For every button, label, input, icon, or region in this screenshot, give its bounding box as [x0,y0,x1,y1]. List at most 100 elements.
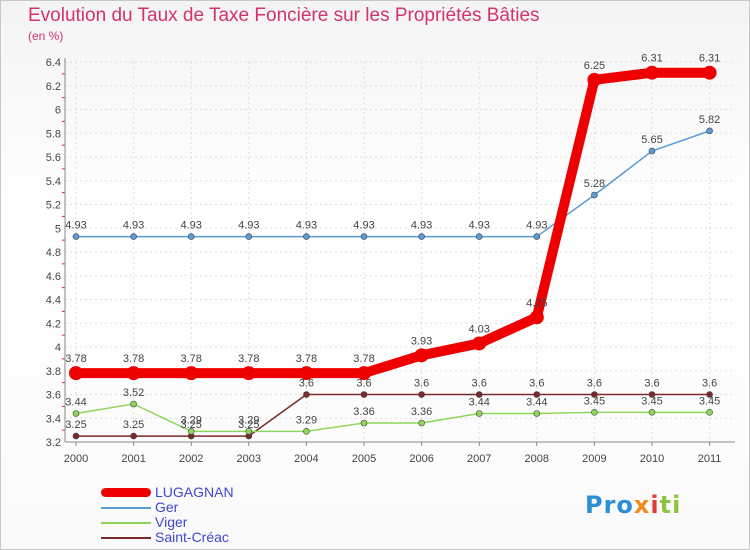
data-point-saint-creac [130,432,137,440]
series-line-ger [75,130,711,238]
data-point-lugagnan [645,65,659,80]
data-label-viger: 3.29 [296,414,317,426]
data-label-viger: 3.36 [411,406,432,418]
data-point-ger [418,233,425,240]
data-label-lugagnan: 3.93 [411,335,432,347]
x-tick-label-2007: 2007 [467,453,491,465]
legend-label-ger: Ger [155,499,179,515]
data-point-saint-creac [72,432,80,440]
x-tick-label-2000: 2000 [64,453,88,465]
data-label-saint-creac: 3.6 [587,378,602,390]
data-label-lugagnan: 6.31 [641,53,662,65]
data-label-ger: 4.93 [238,220,259,232]
x-tick-label-2002: 2002 [179,453,203,465]
data-point-ger [475,233,483,240]
y-tick-label: 4.8 [46,247,61,259]
y-tick-label: 4.2 [46,318,61,330]
data-label-lugagnan: 4.25 [526,297,547,309]
data-label-lugagnan: 3.78 [65,353,86,365]
data-label-saint-creac: 3.25 [123,419,144,431]
data-point-viger [245,428,253,435]
data-point-lugagnan [184,366,199,381]
legend-label-lugagnan: LUGAGNAN [155,484,234,500]
data-label-lugagnan: 3.78 [238,353,259,365]
y-tick-label: 6.2 [46,81,61,93]
y-tick-label: 4.4 [46,295,61,307]
y-tick-label: 3.2 [46,437,61,449]
data-point-viger [130,400,137,408]
y-tick-label: 4.6 [46,271,61,283]
data-label-viger: 3.29 [180,414,201,426]
data-label-saint-creac: 3.6 [299,378,314,390]
data-label-ger: 4.93 [353,220,374,232]
legend-swatch-ger [101,507,151,509]
data-label-saint-creac: 3.6 [414,378,429,390]
data-point-saint-creac [418,391,425,398]
data-point-viger [303,428,310,435]
data-point-ger [130,233,137,240]
data-point-saint-creac [360,391,368,398]
data-label-viger: 3.45 [641,395,662,407]
data-point-viger [706,409,713,416]
data-label-ger: 5.28 [584,178,605,190]
data-label-ger: 4.93 [526,220,547,232]
data-label-saint-creac: 3.6 [702,378,717,390]
data-label-viger: 3.44 [526,397,547,409]
data-label-lugagnan: 4.03 [468,323,489,335]
legend-label-saint-creac: Saint-Créac [155,529,229,545]
data-point-ger [533,233,541,240]
data-point-saint-creac [591,391,598,398]
legend-swatch-saint-creac [101,537,151,539]
y-tick-label: 6.4 [46,57,61,69]
x-tick-label-2003: 2003 [237,453,261,465]
data-label-lugagnan: 3.78 [180,353,201,365]
y-axis-unit-label: (en %) [28,29,64,43]
y-tick-label: 5.4 [46,176,61,188]
data-point-lugagnan [529,310,544,325]
data-label-saint-creac: 3.25 [65,419,86,431]
data-point-ger [591,191,598,199]
data-label-viger: 3.44 [65,397,86,409]
data-point-ger [72,233,80,240]
data-point-saint-creac [648,391,656,398]
data-point-saint-creac [303,391,310,398]
y-tick-label: 4 [55,342,61,354]
y-tick-label: 3.4 [46,413,61,425]
y-tick-label: 3.6 [46,390,61,402]
data-point-ger [648,147,656,155]
y-tick-label: 3.8 [46,366,61,378]
x-tick-label-2010: 2010 [640,453,664,465]
proxiti-logo[interactable]: Proxiti [585,491,682,519]
data-point-ger [360,233,368,240]
data-label-viger: 3.44 [468,397,489,409]
x-tick-label-2009: 2009 [582,453,606,465]
data-label-ger: 4.93 [296,220,317,232]
data-point-lugagnan [126,366,141,381]
data-label-ger: 4.93 [180,220,201,232]
y-tick-label: 5.8 [46,128,61,140]
x-tick-label-2008: 2008 [525,453,549,465]
y-tick-label: 5.6 [46,152,61,164]
data-label-viger: 3.29 [238,414,259,426]
series-line-saint-creac [75,393,711,437]
data-point-ger [706,127,713,135]
data-label-ger: 4.93 [468,220,489,232]
data-point-ger [303,233,310,240]
data-label-ger: 4.93 [411,220,432,232]
data-labels: 3.25 3.25 3.25 3.25 3.6 3.6 3.6 3.6 3.6 3.6 3.6 3.6… [65,53,720,431]
data-label-lugagnan: 3.78 [123,353,144,365]
data-point-lugagnan [299,366,314,381]
data-point-viger [187,428,195,435]
data-label-saint-creac: 3.6 [356,378,371,390]
data-label-lugagnan: 6.31 [699,53,720,65]
data-point-lugagnan [69,366,83,381]
data-label-viger: 3.45 [584,395,605,407]
data-point-saint-creac [475,391,483,398]
data-point-lugagnan [702,65,717,80]
data-point-lugagnan [357,366,371,381]
x-tick-label-2001: 2001 [121,453,145,465]
data-label-viger: 3.36 [353,406,374,418]
data-label-ger: 4.93 [65,220,86,232]
data-label-lugagnan: 3.78 [296,353,317,365]
